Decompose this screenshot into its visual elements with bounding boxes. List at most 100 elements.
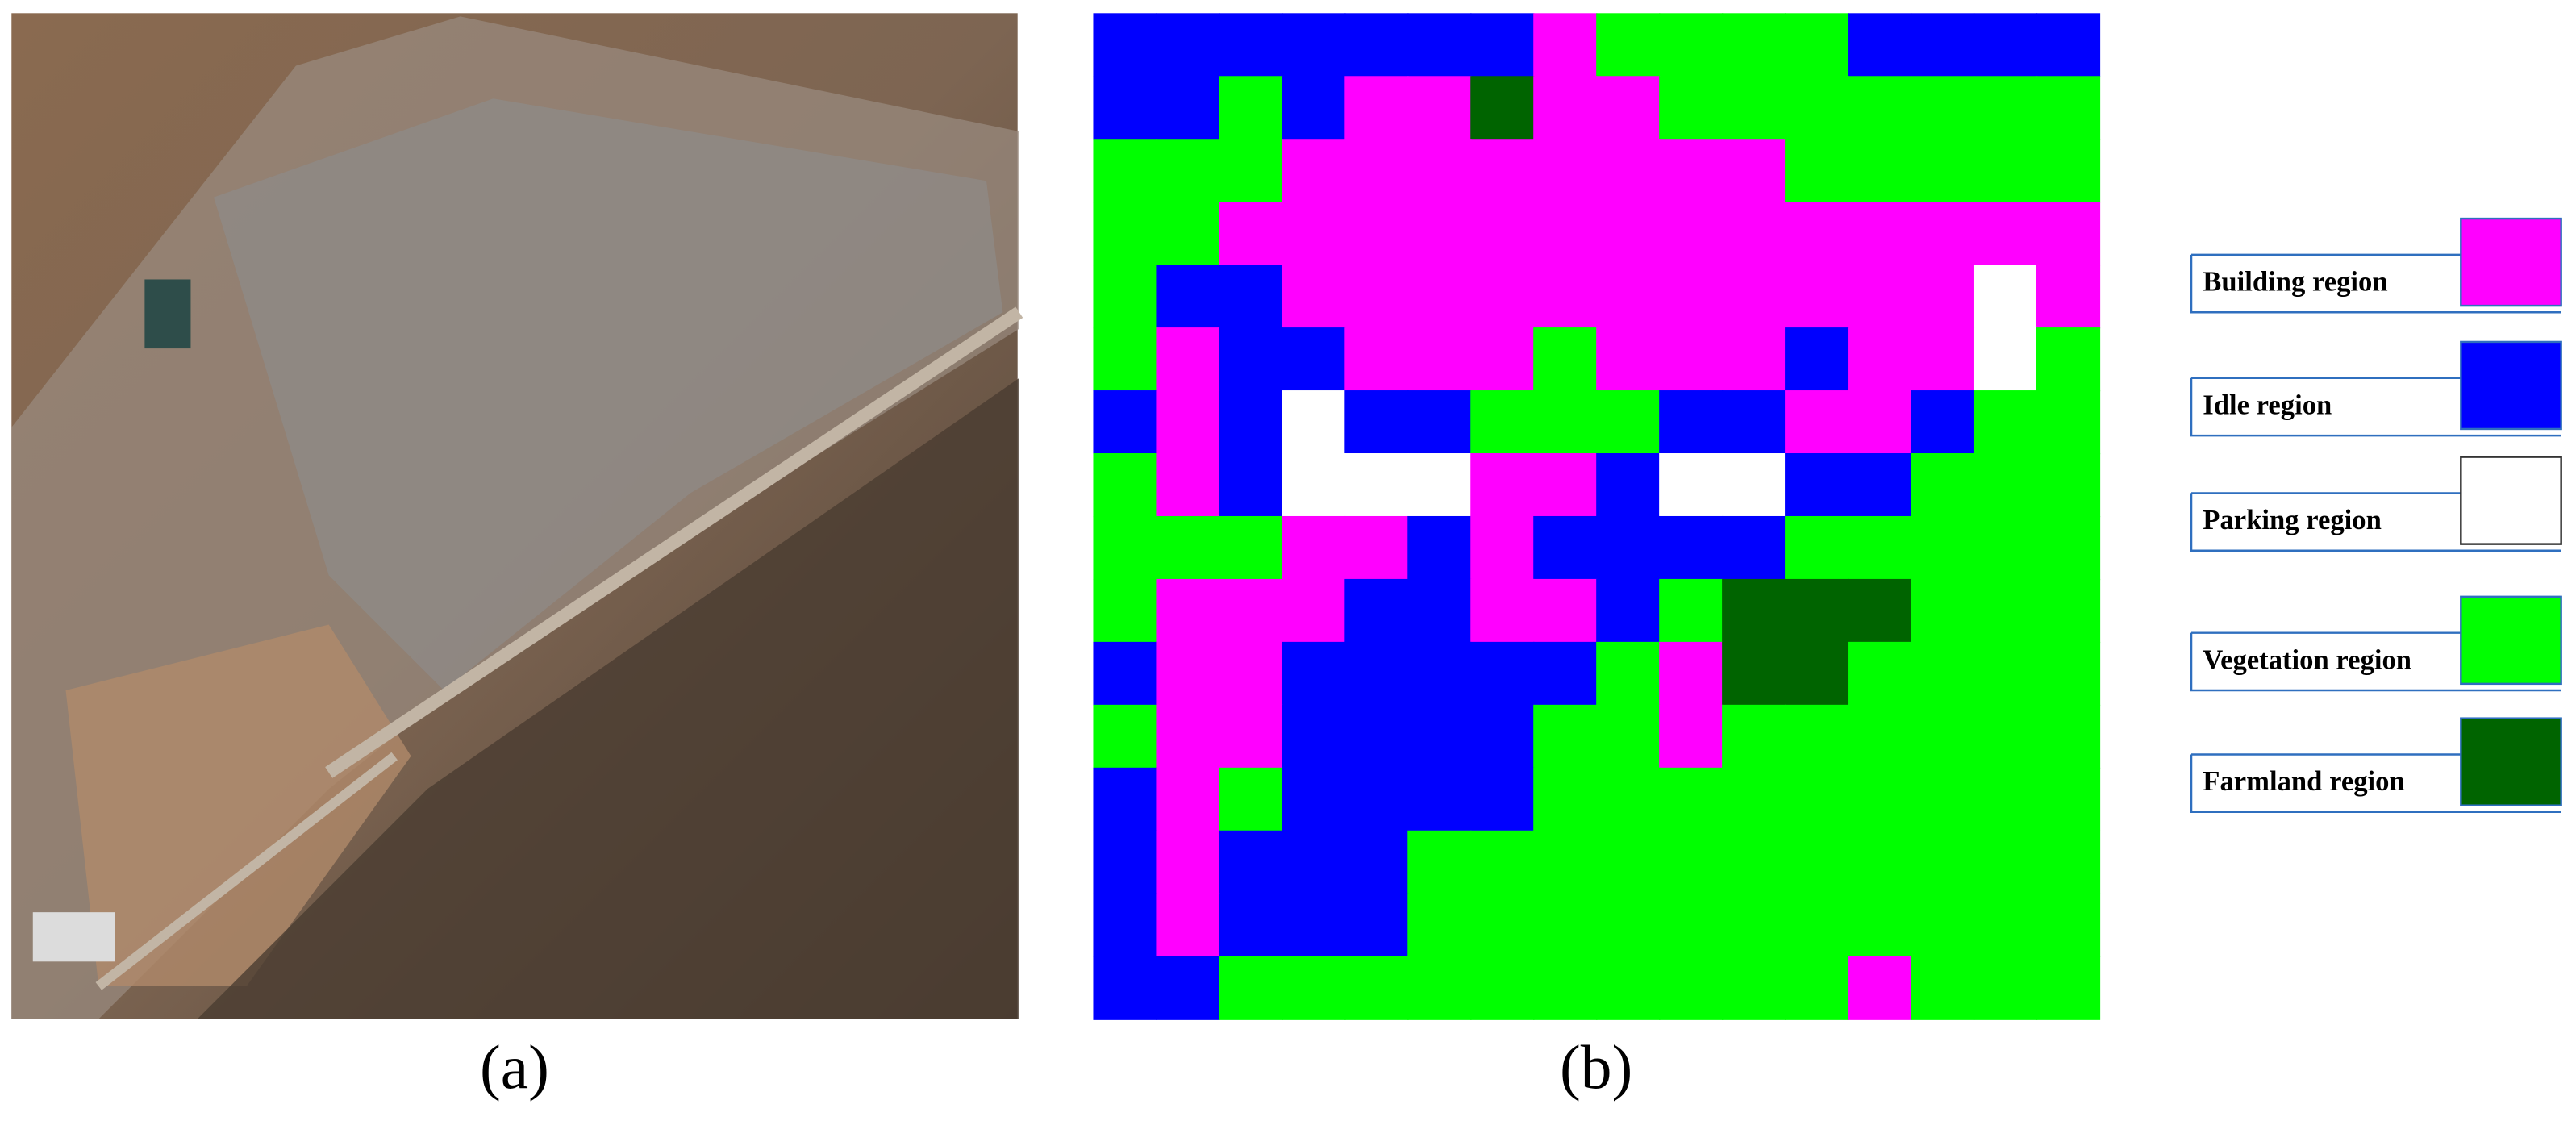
grid-cell	[1093, 641, 1157, 706]
grid-cell	[1911, 139, 1975, 203]
grid-cell	[1156, 265, 1220, 329]
grid-cell	[1659, 515, 1724, 581]
grid-cell	[1848, 641, 1912, 706]
grid-cell	[1722, 453, 1786, 518]
grid-cell	[1785, 704, 1849, 769]
grid-cell	[1470, 767, 1535, 831]
grid-cell	[1156, 893, 1220, 957]
grid-cell	[1722, 202, 1786, 266]
grid-cell	[1785, 830, 1849, 894]
grid-cell	[2036, 139, 2101, 203]
grid-cell	[1156, 202, 1220, 266]
legend-label: Idle region	[2203, 390, 2332, 420]
grid-cell	[1407, 265, 1472, 329]
grid-cell	[1344, 327, 1409, 392]
grid-cell	[1973, 327, 2038, 392]
grid-cell	[1093, 390, 1157, 455]
grid-cell	[1596, 830, 1661, 894]
grid-cell	[1911, 327, 1975, 392]
grid-cell	[1282, 327, 1346, 392]
grid-cell	[1848, 704, 1912, 769]
grid-cell	[1659, 956, 1724, 1020]
grid-cell	[1659, 830, 1724, 894]
grid-cell	[1156, 704, 1220, 769]
grid-cell	[1533, 453, 1598, 518]
grid-cell	[1344, 202, 1409, 266]
grid-cell	[1533, 704, 1598, 769]
grid-cell	[1093, 265, 1157, 329]
grid-cell	[1596, 956, 1661, 1020]
grid-cell	[1659, 202, 1724, 266]
grid-cell	[1659, 327, 1724, 392]
grid-cell	[1282, 139, 1346, 203]
grid-cell	[1973, 390, 2038, 455]
grid-cell	[1156, 327, 1220, 392]
grid-cell	[1470, 265, 1535, 329]
grid-cell	[1848, 139, 1912, 203]
aerial-photo	[11, 13, 1023, 1019]
grid-cell	[1344, 13, 1409, 77]
grid-cell	[1596, 265, 1661, 329]
grid-cell	[1093, 578, 1157, 644]
grid-cell	[1596, 704, 1661, 769]
grid-cell	[1156, 453, 1220, 518]
grid-cell	[1911, 704, 1975, 769]
grid-cell	[2036, 327, 2101, 392]
grid-cell	[1785, 390, 1849, 455]
grid-cell	[1407, 390, 1472, 455]
grid-cell	[1219, 327, 1283, 392]
grid-cell	[1470, 893, 1535, 957]
grid-cell	[1533, 265, 1598, 329]
grid-cell	[1973, 893, 2038, 957]
grid-cell	[1407, 830, 1472, 894]
class-grid	[1093, 13, 2101, 1020]
grid-cell	[1533, 139, 1598, 203]
grid-cell	[1722, 327, 1786, 392]
grid-cell	[1973, 830, 2038, 894]
grid-cell	[1407, 641, 1472, 706]
grid-cell	[1282, 453, 1346, 518]
grid-cell	[1848, 830, 1912, 894]
grid-cell	[1344, 830, 1409, 894]
grid-cell	[1219, 390, 1283, 455]
grid-cell	[1533, 641, 1598, 706]
grid-cell	[1785, 202, 1849, 266]
grid-cell	[1344, 767, 1409, 831]
grid-cell	[1722, 956, 1786, 1020]
grid-cell	[1911, 453, 1975, 518]
grid-cell	[1219, 956, 1283, 1020]
grid-cell	[1533, 893, 1598, 957]
grid-cell	[1973, 76, 2038, 140]
grid-cell	[1407, 704, 1472, 769]
grid-cell	[1596, 453, 1661, 518]
grid-cell	[1156, 767, 1220, 831]
grid-cell	[1533, 202, 1598, 266]
grid-cell	[1533, 327, 1598, 392]
grid-cell	[1344, 76, 1409, 140]
legend-swatch	[2460, 595, 2562, 686]
grid-cell	[1093, 453, 1157, 518]
grid-cell	[1659, 76, 1724, 140]
grid-cell	[1219, 139, 1283, 203]
legend-swatch	[2460, 456, 2562, 545]
grid-cell	[1407, 327, 1472, 392]
grid-cell	[1470, 13, 1535, 77]
grid-cell	[1156, 830, 1220, 894]
grid-cell	[1848, 956, 1912, 1020]
grid-cell	[1470, 390, 1535, 455]
grid-cell	[1093, 76, 1157, 140]
grid-cell	[1282, 704, 1346, 769]
grid-cell	[1659, 767, 1724, 831]
grid-cell	[1848, 893, 1912, 957]
grid-cell	[2036, 76, 2101, 140]
grid-cell	[1722, 767, 1786, 831]
grid-cell	[2036, 704, 2101, 769]
grid-cell	[1659, 139, 1724, 203]
grid-cell	[2036, 13, 2101, 77]
grid-cell	[1973, 641, 2038, 706]
grid-cell	[1848, 578, 1912, 644]
grid-cell	[1282, 956, 1346, 1020]
grid-cell	[1282, 830, 1346, 894]
grid-cell	[1407, 453, 1472, 518]
